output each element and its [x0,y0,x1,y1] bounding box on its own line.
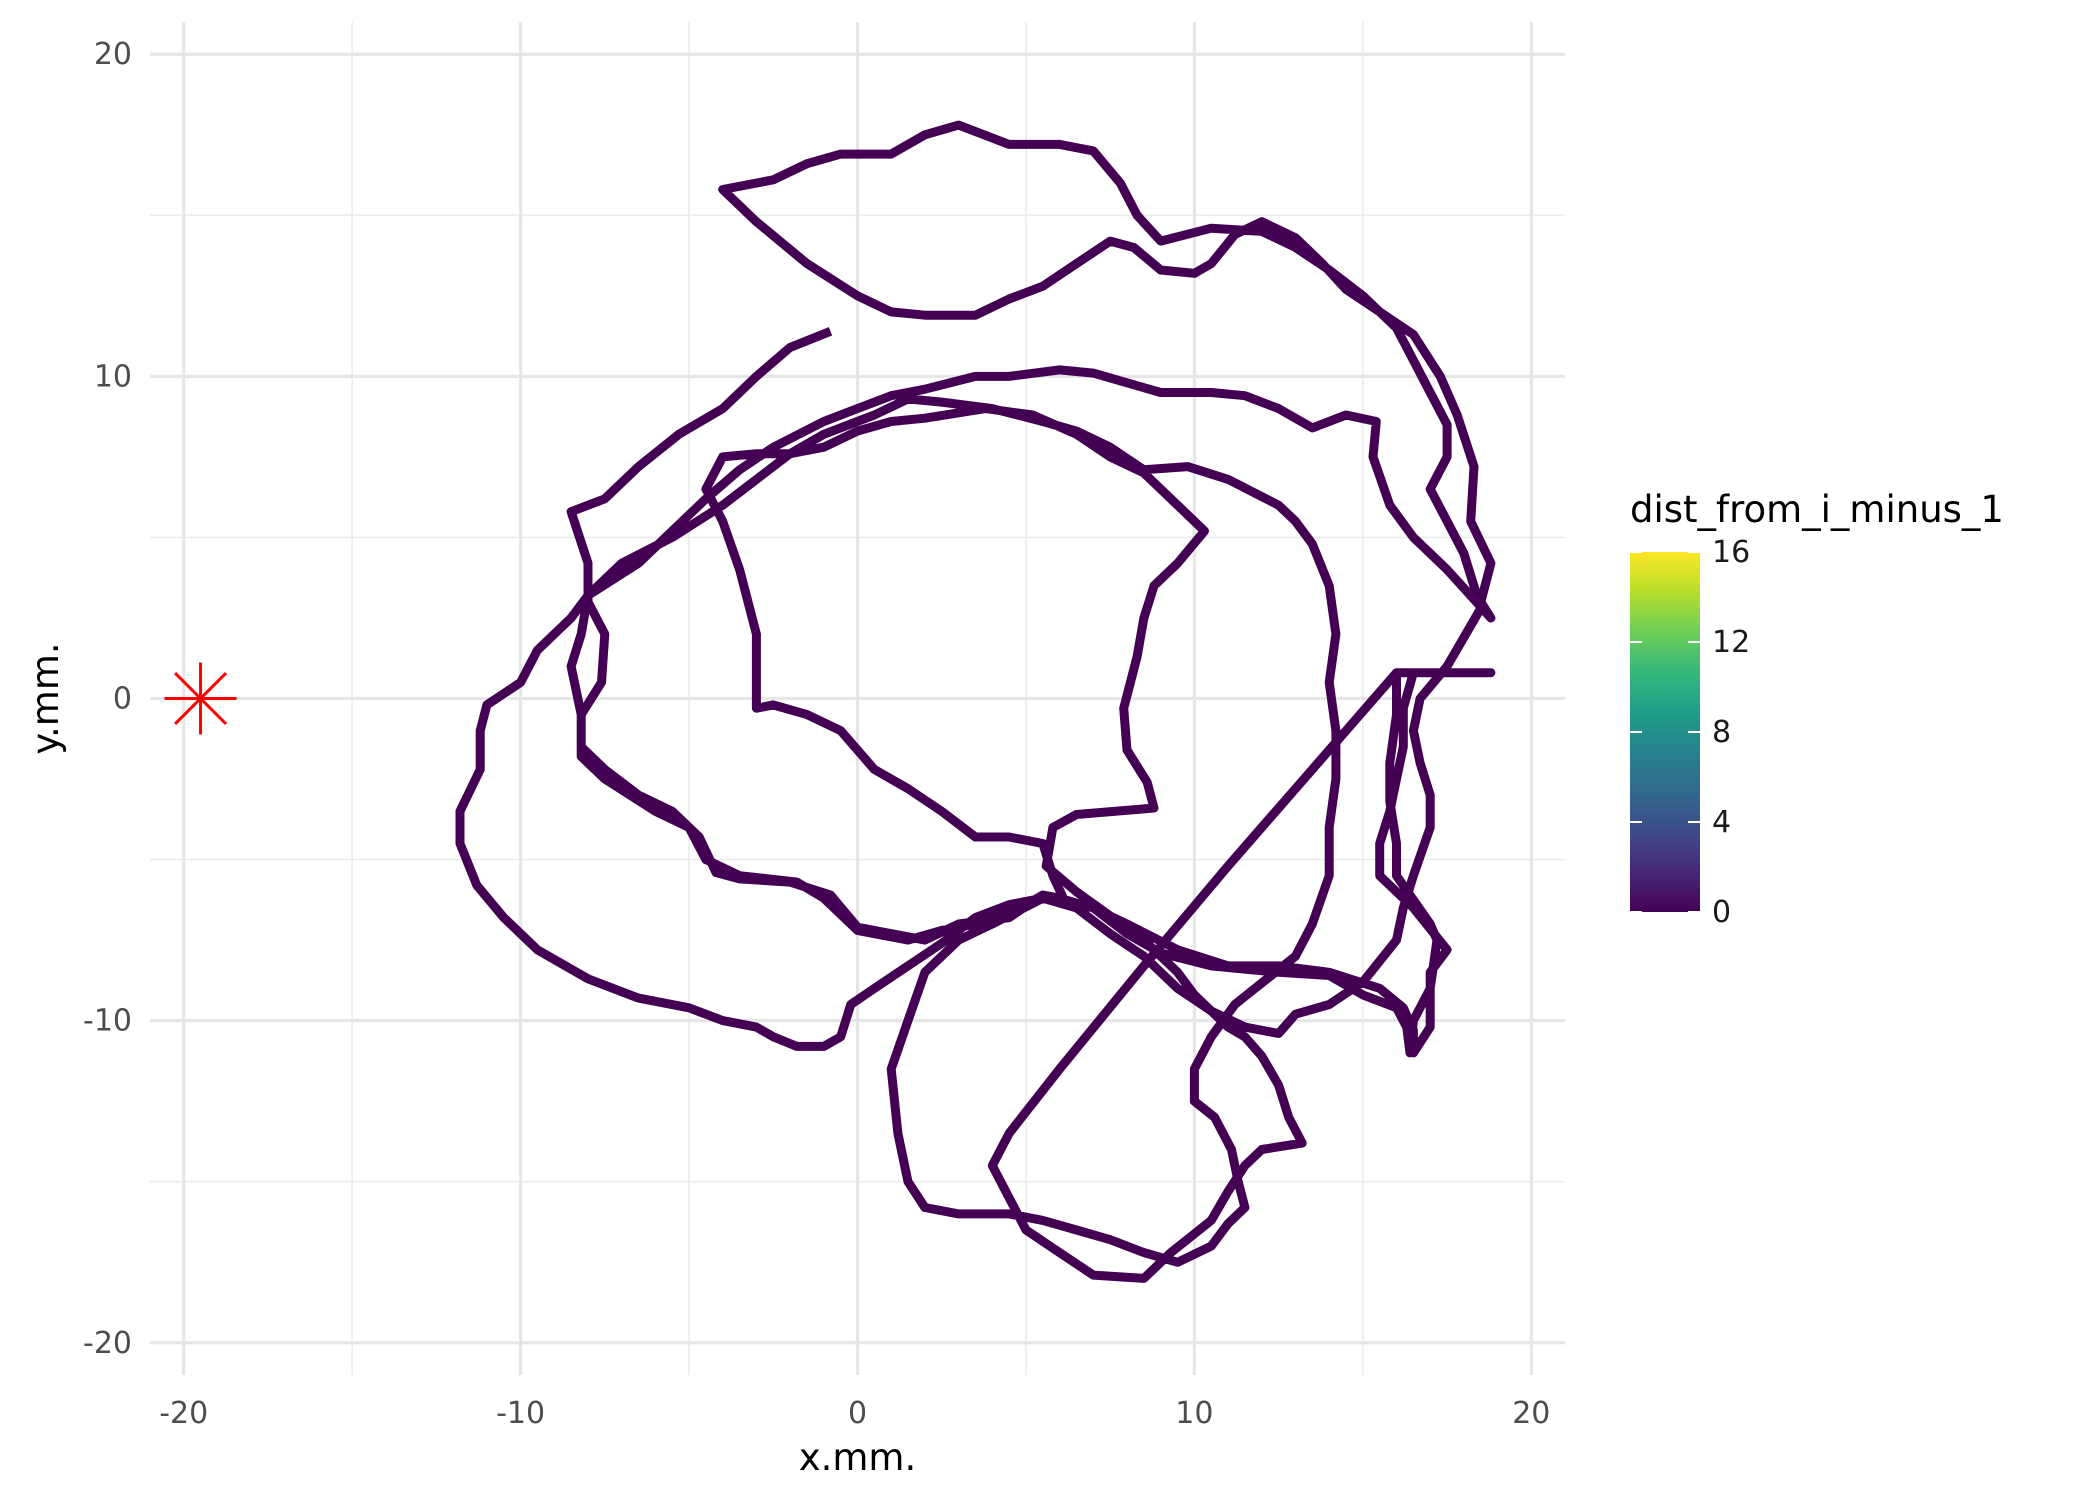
y-tick-label: -20 [83,1326,132,1361]
origin-marker [164,662,237,735]
legend: dist_from_i_minus_1 0 4 8 12 16 [1630,488,2004,930]
x-tick-label: -20 [159,1396,208,1431]
y-tick-label: 0 [113,682,132,717]
x-tick-label: 20 [1512,1396,1550,1431]
y-tick-label: 10 [94,359,132,394]
trajectory-path [455,120,1496,1283]
x-axis-title: x.mm. [799,1436,917,1479]
legend-title: dist_from_i_minus_1 [1630,488,2004,531]
y-tick-label: -10 [83,1004,132,1039]
grid [150,22,1565,1375]
colorbar-label: 4 [1712,805,1731,840]
x-tick-label: 10 [1175,1396,1213,1431]
data-layer [455,120,1496,1283]
colorbar-label: 12 [1712,625,1750,660]
marker-layer [164,662,237,735]
x-tick-label: 0 [848,1396,867,1431]
y-tick-label: 20 [94,37,132,72]
x-tick-label: -10 [496,1396,545,1431]
colorbar-label: 16 [1712,535,1750,570]
tick-labels: -20 -10 0 10 20 -20 -10 0 10 20 [83,37,1550,1431]
y-axis-title: y.mm. [24,642,67,754]
marker-stroke [174,671,228,726]
colorbar-label: 0 [1712,895,1731,930]
colorbar-label: 8 [1712,715,1731,750]
